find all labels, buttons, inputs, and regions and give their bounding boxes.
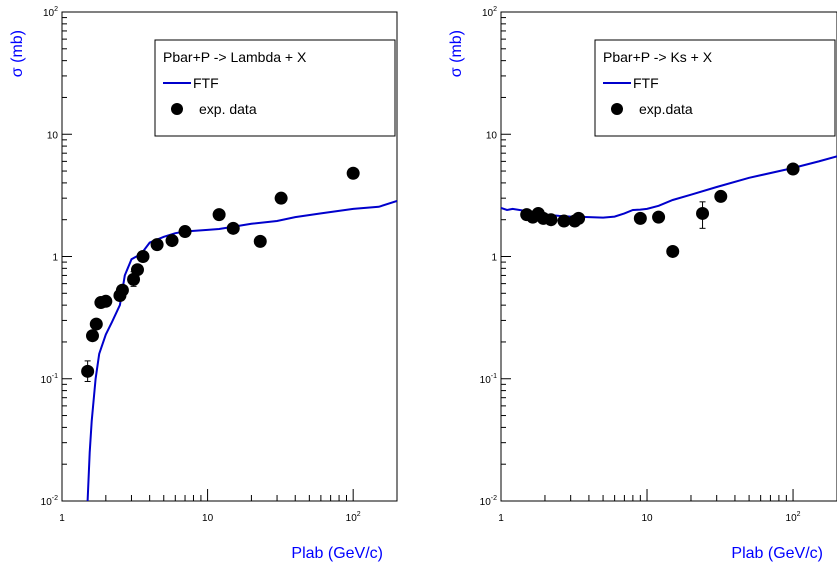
legend: Pbar+P -> Lambda + X FTF exp. data (154, 39, 396, 137)
data-point (150, 238, 164, 252)
legend-marker-swatch (611, 103, 623, 115)
data-point (86, 329, 100, 343)
x-tick-label: 1 (59, 513, 65, 524)
data-point (130, 263, 144, 277)
legend-title: Pbar+P -> Lambda + X (163, 49, 307, 65)
data-point (544, 213, 558, 227)
data-point (136, 250, 150, 263)
data-point (253, 234, 267, 248)
legend-entry-label: FTF (633, 75, 659, 91)
data-point (696, 206, 710, 220)
plot-area (501, 155, 837, 258)
data-point (786, 162, 800, 176)
data-point (81, 364, 95, 378)
y-tick-label: 10 (47, 130, 59, 141)
data-point (99, 294, 113, 308)
data-point (226, 221, 240, 235)
x-tick-label: 102 (346, 511, 361, 524)
y-tick-label: 1 (52, 253, 58, 264)
y-tick-label: 10-1 (41, 373, 58, 386)
y-tick-label: 10 (486, 130, 498, 141)
y-axis-title: σ (mb) (9, 30, 26, 77)
legend-box (594, 39, 836, 137)
plot-area (81, 166, 397, 501)
chart-panel-2: 1 10 102 10-2 10-1 1 10 102 Plab (GeV/c) σ (mb) Pb… (448, 6, 837, 562)
y-tick-label: 10-1 (480, 373, 497, 386)
y-axis-title: σ (mb) (448, 30, 465, 77)
data-point (666, 244, 680, 258)
data-point (557, 214, 571, 228)
data-point (572, 211, 586, 225)
x-tick-label: 1 (498, 513, 504, 524)
legend-entry-label: FTF (193, 75, 219, 91)
data-point (89, 317, 103, 331)
y-tick-label: 102 (482, 6, 497, 19)
data-point (274, 191, 288, 205)
data-point (178, 225, 192, 239)
x-tick-label: 10 (641, 513, 653, 524)
x-axis-title: Plab (GeV/c) (731, 545, 823, 562)
x-tick-label: 102 (786, 511, 801, 524)
data-point (633, 211, 647, 225)
y-tick-label: 10-2 (480, 495, 497, 508)
ftf-curve (86, 199, 397, 501)
legend: Pbar+P -> Ks + X FTF exp.data (594, 39, 836, 137)
legend-entry-label: exp. data (199, 101, 257, 117)
ftf-curve (501, 155, 837, 219)
legend-marker-swatch (171, 103, 183, 115)
y-tick-label: 10-2 (41, 495, 58, 508)
data-point (714, 189, 728, 203)
x-axis-title: Plab (GeV/c) (291, 545, 383, 562)
y-tick-label: 1 (491, 253, 497, 264)
data-point (346, 166, 360, 180)
x-tick-label: 10 (202, 513, 214, 524)
data-point (212, 208, 226, 222)
chart-panel-1: 1 10 102 10-2 10-1 1 10 102 Plab (GeV/c) σ (mb) Pb… (9, 6, 398, 562)
data-point (652, 210, 666, 224)
legend-entry-label: exp.data (639, 101, 693, 117)
legend-box (154, 39, 396, 137)
legend-title: Pbar+P -> Ks + X (603, 49, 713, 65)
data-point (165, 234, 179, 248)
data-point (115, 283, 129, 297)
y-tick-label: 102 (43, 6, 58, 19)
